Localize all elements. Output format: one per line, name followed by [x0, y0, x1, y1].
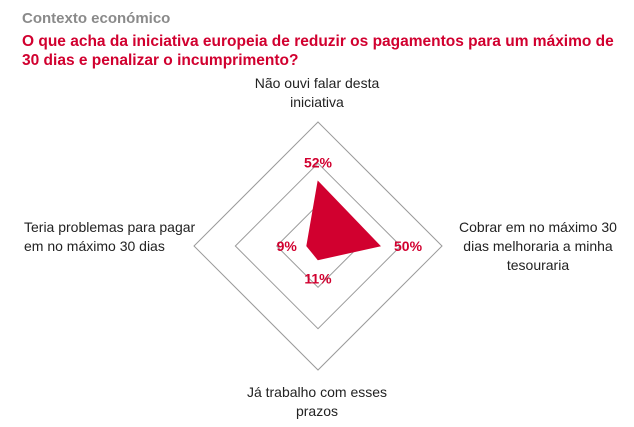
axis-label-bottom: Já trabalho com esses prazos	[246, 384, 388, 419]
axis-label-top: Não ouvi falar desta iniciativa	[254, 75, 380, 110]
value-label-right: 50%	[394, 238, 423, 254]
grid-ring-3	[193, 121, 443, 371]
chart-question-title: O que acha da iniciativa europeia de red…	[22, 33, 614, 69]
value-label-bottom: 11%	[304, 271, 332, 287]
radar-value-labels: 52% 50% 11% 9%	[277, 155, 423, 287]
axis-label-right: Cobrar em no máximo 30 dias melhoraria a…	[459, 219, 617, 273]
value-label-left: 9%	[277, 238, 298, 254]
data-area	[306, 180, 381, 261]
radar-data	[306, 180, 381, 261]
grid-ring-2	[234, 162, 402, 330]
axis-label-left: Teria problemas para pagar em no máximo …	[24, 219, 196, 254]
section-label: Contexto económico	[22, 10, 171, 27]
value-label-top: 52%	[304, 155, 333, 171]
